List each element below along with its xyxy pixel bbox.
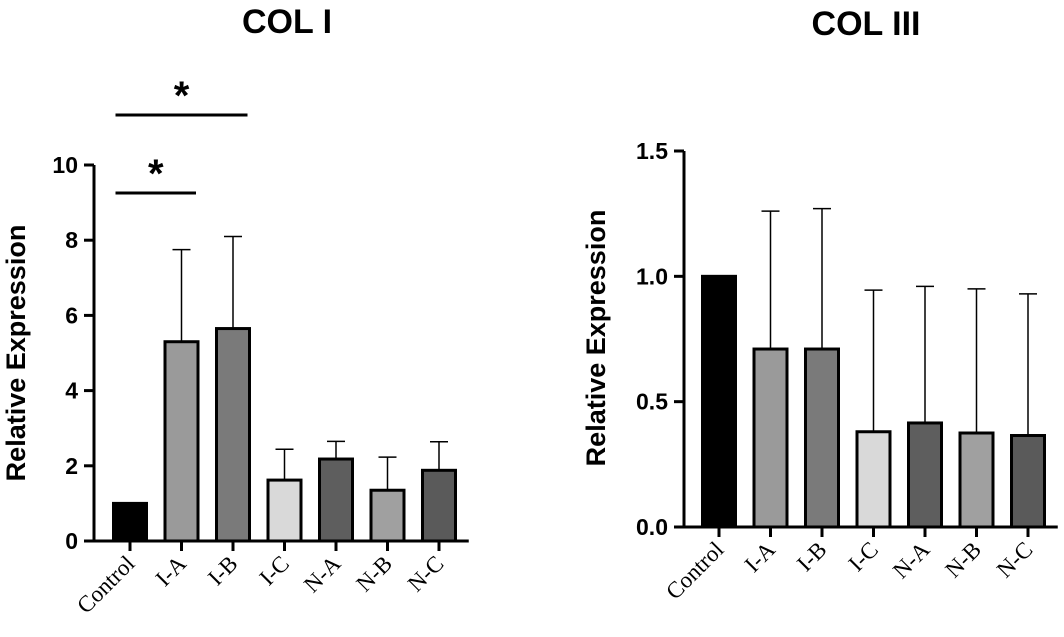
x-tick-label: I-B xyxy=(792,537,831,576)
bar-i-c xyxy=(266,478,303,543)
x-tick-label: N-A xyxy=(888,537,935,584)
bar-n-a xyxy=(907,421,943,529)
x-tick-label: I-C xyxy=(844,537,883,576)
bar-i-a xyxy=(752,347,789,529)
y-tick-label: 1.0 xyxy=(636,263,668,289)
y-tick-label: 0.0 xyxy=(636,514,668,540)
bar-i-a xyxy=(163,340,200,543)
y-tick-label: 2 xyxy=(65,453,78,479)
chart-title: COL III xyxy=(812,5,921,43)
x-tick-label: I-C xyxy=(255,551,294,590)
significance-star: * xyxy=(148,152,164,196)
chart-col-i: COL I Relative Expression 0 2 4 6 8 10 Control… xyxy=(1,3,469,618)
bar-n-c xyxy=(421,468,457,543)
x-tick-label: N-C xyxy=(403,551,449,597)
bar-i-b xyxy=(804,347,840,529)
y-tick-label: 0 xyxy=(65,528,78,554)
x-tick-label: I-B xyxy=(203,551,242,590)
y-tick-label: 8 xyxy=(65,227,78,253)
bar-n-b xyxy=(958,431,995,529)
bar-i-b xyxy=(215,327,251,543)
x-tick-label: N-A xyxy=(299,551,346,598)
y-axis-label: Relative Expression xyxy=(581,210,611,467)
x-tick-label: I-A xyxy=(740,537,781,578)
y-tick-label: 0.5 xyxy=(636,389,668,415)
x-tick-label: N-C xyxy=(992,537,1038,583)
bar-control xyxy=(112,501,148,543)
x-tick-label: Control xyxy=(72,551,139,618)
bar-i-c xyxy=(855,430,892,529)
y-tick-label: 1.5 xyxy=(636,138,668,164)
x-tick-label: N-B xyxy=(940,537,986,583)
y-tick-label: 6 xyxy=(65,302,78,328)
x-tick-label: I-A xyxy=(151,551,192,592)
y-tick-label: 4 xyxy=(65,378,78,404)
bar-n-a xyxy=(318,457,354,543)
y-axis-label: Relative Expression xyxy=(1,225,31,482)
bar-n-b xyxy=(369,488,406,543)
significance-star: * xyxy=(174,74,190,118)
bar-n-c xyxy=(1010,434,1046,529)
bar-control xyxy=(701,274,737,529)
chart-col-iii: COL III Relative Expression 0.0 0.5 1.0 1.5… xyxy=(581,5,1058,604)
x-tick-label: N-B xyxy=(351,551,397,597)
chart-title: COL I xyxy=(242,3,332,41)
x-tick-label: Control xyxy=(661,537,728,604)
y-tick-label: 10 xyxy=(52,152,78,178)
